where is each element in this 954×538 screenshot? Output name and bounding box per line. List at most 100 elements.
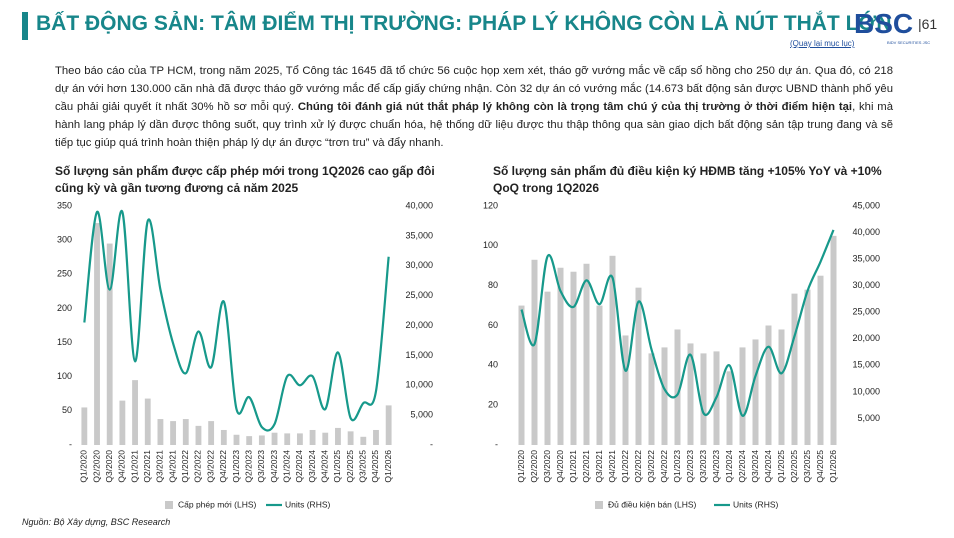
x-tick-label: Q3/2025	[358, 450, 368, 483]
bar	[687, 343, 694, 445]
bar	[81, 407, 88, 445]
bar	[596, 305, 603, 445]
bar	[674, 329, 681, 445]
bar	[385, 405, 392, 445]
x-tick-label: Q1/2023	[231, 450, 241, 483]
x-tick-label: Q3/2024	[750, 450, 760, 483]
x-tick-label: Q4/2024	[763, 450, 773, 483]
chart: - 50 100 150 200 250 300 350 - 5,000 10,000 15,000 2…	[57, 200, 433, 509]
tick-label: 35,000	[852, 253, 880, 263]
tick-label: 45,000	[852, 200, 880, 210]
tick-label: 200	[57, 303, 72, 313]
tick-label: 40,000	[852, 227, 880, 237]
line	[83, 209, 390, 432]
tick-label: 35,000	[405, 230, 433, 240]
x-tick-label: Q4/2025	[815, 450, 825, 483]
x-tick-label: Q4/2021	[167, 450, 177, 483]
bold-text: Chúng tôi đánh giá nút thắt pháp lý khôn…	[297, 101, 853, 113]
chart: - 20 40 60 80 100 120 5,000 10,000 15,000 20,000 25…	[483, 200, 880, 509]
bar	[220, 429, 227, 445]
source: Nguồn: Bộ Xây dựng, BSC Research	[22, 517, 171, 527]
x-tick-label: Q2/2025	[789, 450, 799, 483]
bar	[557, 267, 564, 445]
bar	[817, 275, 824, 445]
paragraph: Theo báo cáo của TP HCM, trong năm 2025,…	[55, 62, 893, 152]
x-tick-label: Q4/2023	[711, 450, 721, 483]
x-tick-label: Q2/2022	[633, 450, 643, 483]
bar	[570, 271, 577, 445]
tick-label: 120	[483, 200, 498, 210]
bar	[195, 425, 202, 445]
tick-label: -	[69, 439, 72, 449]
x-tick-label: Q2/2023	[685, 450, 695, 483]
x-tick-label: Q2/2024	[294, 450, 304, 483]
x-tick-label: Q1/2020	[79, 450, 89, 483]
bar	[258, 435, 265, 445]
bar	[791, 293, 798, 445]
x-tick-label: Q1/2024	[281, 450, 291, 483]
bar	[132, 380, 138, 445]
bar	[144, 398, 151, 445]
chart-title: Số lượng sản phẩm được cấp phép mới tron…	[55, 164, 435, 195]
tick-label: 15,000	[405, 350, 433, 360]
x-tick-label: Q1/2022	[620, 450, 630, 483]
x-tick-label: Q3/2020	[542, 450, 552, 483]
tick-label: 30,000	[852, 280, 880, 290]
text: Theo báo cáo của TP HCM, trong năm 2025,…	[55, 65, 893, 113]
x-tick-label: Q1/2022	[180, 450, 190, 483]
legend-swatch	[595, 501, 603, 509]
bar	[661, 347, 668, 445]
bar	[322, 432, 329, 445]
tick-label: 80	[488, 280, 498, 290]
tick-label: 20	[488, 400, 498, 410]
bar	[309, 429, 316, 445]
x-tick-label: Q2/2022	[193, 450, 203, 483]
bar	[119, 400, 126, 445]
legend-label: Units (RHS)	[733, 499, 779, 509]
x-tick-label: Q1/2023	[672, 450, 682, 483]
tick-label: 10,000	[405, 380, 433, 390]
tick-label: 250	[57, 269, 72, 279]
x-tick-label: Q3/2021	[594, 450, 604, 483]
x-tick-label: Q1/2025	[332, 450, 342, 483]
x-tick-label: Q3/2020	[104, 450, 114, 483]
legend-label: Cấp phép mới (LHS)	[178, 499, 256, 509]
tick-label: 300	[57, 235, 72, 245]
bar	[700, 353, 707, 445]
x-tick-label: Q2/2021	[142, 450, 152, 483]
x-tick-label: Q3/2023	[256, 450, 266, 483]
bar	[830, 235, 837, 445]
tick-label: 25,000	[852, 307, 880, 317]
x-tick-label: Q4/2023	[269, 450, 279, 483]
x-tick-label: Q4/2021	[607, 450, 617, 483]
line	[520, 229, 835, 417]
title-accent	[22, 12, 28, 40]
tick-label: 5,000	[857, 413, 880, 423]
tick-label: 15,000	[852, 360, 880, 370]
x-tick-label: Q2/2023	[243, 450, 253, 483]
bar	[360, 436, 367, 445]
x-tick-label: Q2/2025	[345, 450, 355, 483]
tick-label: 100	[483, 240, 498, 250]
bar	[296, 433, 303, 445]
page-number: |61	[918, 16, 938, 32]
x-tick-label: Q1/2021	[129, 450, 139, 483]
bar	[778, 329, 785, 445]
bar	[583, 263, 590, 445]
logo: BSC	[854, 8, 914, 39]
legend-label: Đủ điều kiện bán (LHS)	[608, 499, 697, 509]
x-tick-label: Q3/2023	[698, 450, 708, 483]
tick-label: 20,000	[852, 333, 880, 343]
bar	[373, 429, 379, 445]
bar	[246, 436, 253, 445]
bar	[609, 255, 616, 445]
bar	[739, 347, 746, 445]
bar	[208, 421, 215, 445]
back-link[interactable]: (Quay lại mục lục)	[790, 39, 855, 48]
tick-label: -	[495, 439, 498, 449]
x-tick-label: Q3/2025	[802, 450, 812, 483]
chart-title: Số lượng sản phẩm đủ điều kiện ký HĐMB t…	[493, 164, 882, 195]
bar	[335, 427, 341, 445]
x-tick-label: Q2/2020	[529, 450, 539, 483]
